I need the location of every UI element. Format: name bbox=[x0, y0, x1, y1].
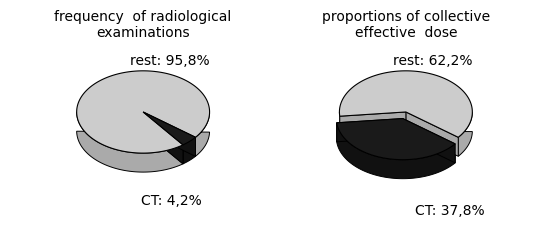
Polygon shape bbox=[143, 112, 195, 156]
Text: CT: 4,2%: CT: 4,2% bbox=[141, 194, 202, 208]
Text: rest: 62,2%: rest: 62,2% bbox=[393, 54, 473, 68]
Text: CT: 37,8%: CT: 37,8% bbox=[416, 204, 485, 218]
Polygon shape bbox=[77, 71, 210, 153]
Polygon shape bbox=[183, 137, 195, 164]
Polygon shape bbox=[337, 123, 455, 179]
Polygon shape bbox=[403, 118, 455, 163]
Text: rest: 95,8%: rest: 95,8% bbox=[131, 54, 210, 68]
Polygon shape bbox=[143, 112, 195, 145]
Polygon shape bbox=[406, 112, 458, 156]
Polygon shape bbox=[337, 118, 455, 160]
Polygon shape bbox=[77, 112, 210, 172]
Polygon shape bbox=[337, 118, 403, 142]
Polygon shape bbox=[143, 112, 183, 164]
Polygon shape bbox=[339, 71, 472, 137]
Polygon shape bbox=[143, 112, 195, 156]
Text: frequency  of radiological
examinations: frequency of radiological examinations bbox=[54, 10, 232, 40]
Polygon shape bbox=[339, 112, 472, 156]
Polygon shape bbox=[143, 112, 183, 164]
Polygon shape bbox=[340, 112, 406, 135]
Text: proportions of collective
effective  dose: proportions of collective effective dose bbox=[322, 10, 490, 40]
